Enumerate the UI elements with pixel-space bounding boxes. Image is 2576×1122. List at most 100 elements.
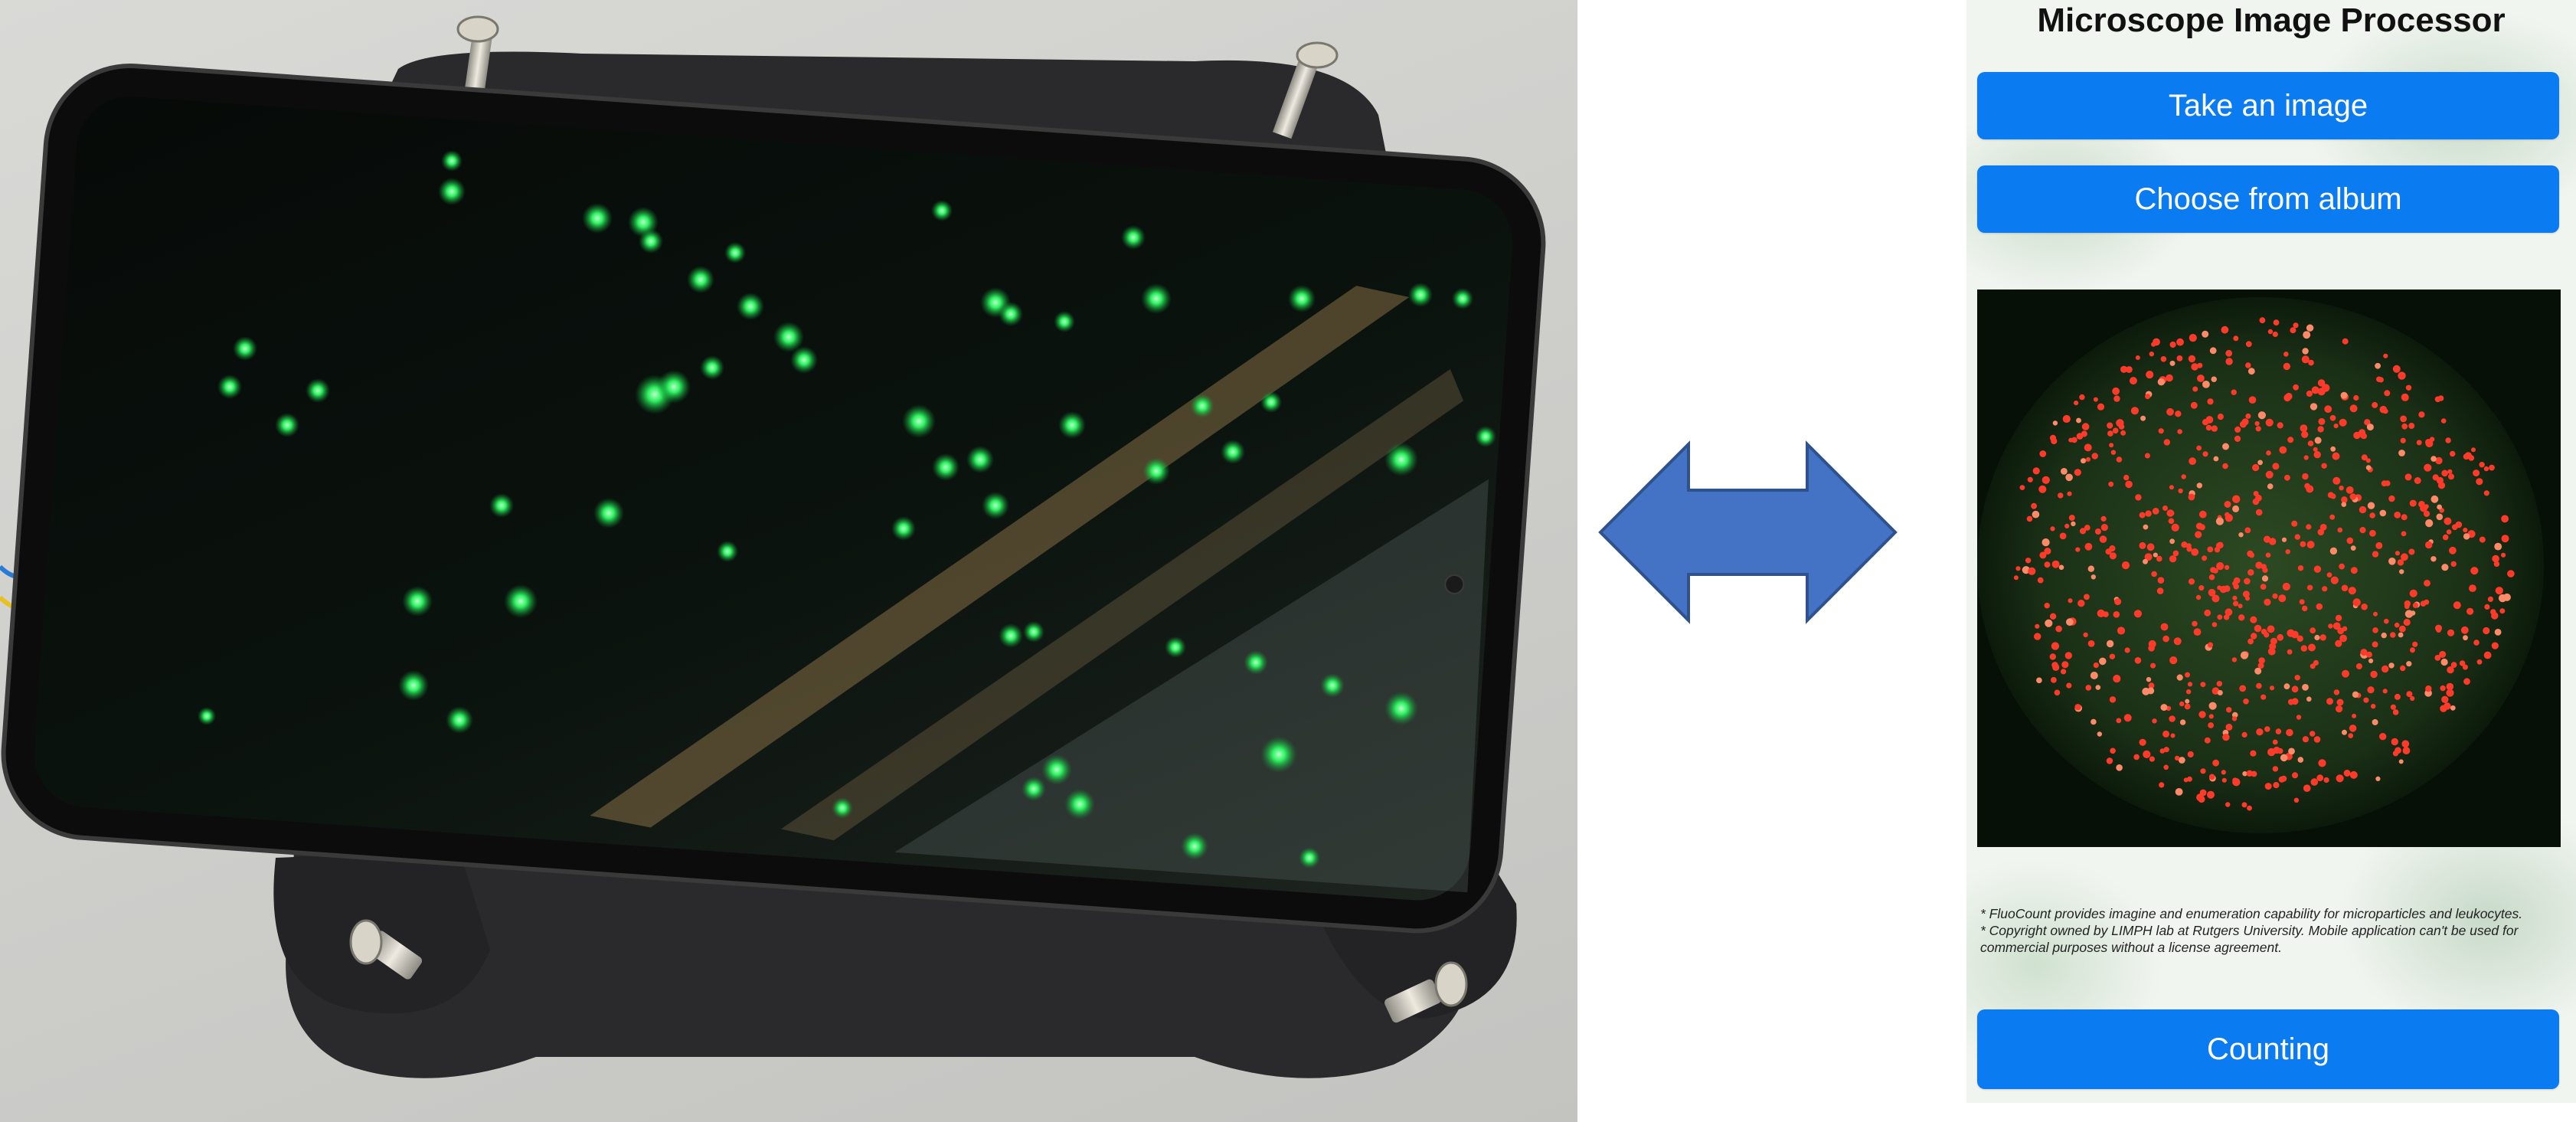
counting-button[interactable]: Counting: [1977, 1009, 2559, 1089]
cell-marker: [2401, 531, 2407, 537]
cell-marker: [2291, 698, 2299, 705]
cell-marker: [2335, 614, 2342, 622]
cell-marker: [2204, 609, 2212, 617]
cell-marker: [2079, 394, 2085, 401]
cell-marker: [2065, 473, 2073, 482]
cell-marker: [2326, 698, 2333, 705]
cell-marker: [2100, 515, 2107, 522]
device-photo: [0, 0, 1577, 1122]
cell-marker: [2169, 555, 2177, 563]
cell-marker: [2109, 545, 2116, 552]
cell-marker: [2460, 626, 2469, 634]
cell-marker: [2049, 653, 2056, 660]
take-image-button[interactable]: Take an image: [1977, 72, 2559, 139]
cell-marker: [2425, 685, 2432, 692]
cell-marker: [2291, 685, 2299, 693]
cell-marker: [2252, 463, 2260, 472]
cell-marker: [2284, 474, 2290, 481]
cell-marker: [2079, 528, 2087, 535]
cell-marker: [2470, 567, 2479, 575]
cell-marker: [2066, 682, 2072, 689]
cell-marker: [2151, 571, 2157, 577]
cell-marker: [2254, 667, 2262, 675]
cell-marker: [2025, 558, 2032, 564]
cell-marker: [2247, 805, 2252, 811]
cell-marker: [2476, 659, 2483, 665]
cell-marker: [2248, 396, 2257, 404]
cell-marker: [2287, 437, 2294, 443]
cell-marker: [2211, 425, 2218, 432]
cell-marker: [2398, 759, 2404, 764]
cell-marker: [2245, 413, 2251, 419]
cell-marker: [2361, 604, 2368, 610]
cell-marker: [2463, 635, 2468, 641]
cell-marker: [2447, 469, 2453, 474]
cell-marker: [2134, 657, 2142, 664]
cell-marker: [2299, 599, 2305, 605]
cell-marker: [2238, 614, 2245, 621]
cell-marker: [2329, 514, 2336, 520]
cell-marker: [2188, 355, 2196, 363]
cell-marker: [2149, 756, 2155, 762]
cell-marker: [2264, 726, 2270, 732]
cell-marker: [2205, 424, 2212, 431]
cell-marker: [2076, 417, 2081, 424]
cell-marker: [2265, 470, 2274, 479]
cell-marker: [2285, 392, 2293, 401]
cell-marker: [2054, 689, 2061, 696]
cell-marker: [2367, 686, 2375, 694]
cell-marker: [2106, 640, 2114, 648]
cell-marker: [2055, 625, 2062, 633]
cell-marker: [2313, 447, 2318, 452]
cell-marker: [2174, 755, 2180, 761]
app-screen: Microscope Image Processor Take an image…: [1966, 0, 2576, 1103]
cell-marker: [2479, 536, 2486, 543]
cell-marker: [2346, 537, 2354, 545]
cell-marker: [2264, 598, 2271, 606]
cell-marker: [2313, 736, 2321, 743]
cell-marker: [2208, 714, 2214, 719]
cell-marker: [2110, 450, 2117, 455]
cell-marker: [2246, 770, 2253, 777]
cell-marker: [2450, 662, 2457, 668]
cell-marker: [2459, 660, 2466, 666]
cell-marker: [2091, 453, 2098, 460]
cell-marker: [2376, 376, 2382, 382]
cell-marker: [2093, 397, 2098, 402]
cell-marker: [2372, 641, 2378, 648]
cell-marker: [2353, 431, 2361, 440]
choose-from-album-button[interactable]: Choose from album: [1977, 165, 2559, 233]
cell-marker: [2303, 455, 2309, 460]
cell-marker: [2051, 642, 2060, 650]
cell-marker: [2318, 759, 2326, 767]
cell-marker: [2166, 374, 2173, 382]
cell-marker: [2261, 575, 2269, 582]
cell-marker: [2264, 632, 2270, 638]
cell-marker: [2302, 684, 2309, 691]
cell-marker: [2445, 437, 2451, 443]
cell-marker: [2483, 626, 2490, 635]
cell-marker: [2013, 575, 2019, 581]
cell-marker: [2197, 375, 2205, 382]
cell-marker: [2360, 432, 2367, 439]
cell-marker: [2031, 502, 2037, 509]
cell-marker: [2225, 608, 2233, 617]
cell-marker: [2306, 584, 2313, 590]
cell-marker: [2404, 604, 2410, 610]
cell-marker: [2074, 704, 2081, 711]
cell-marker: [2156, 555, 2162, 562]
cell-marker: [2339, 418, 2347, 427]
cell-marker: [2425, 541, 2433, 549]
cell-marker: [2300, 424, 2308, 432]
cell-marker: [2301, 355, 2310, 364]
cell-marker: [2191, 363, 2198, 371]
cell-marker: [2383, 353, 2388, 358]
cell-marker: [2400, 437, 2406, 443]
cell-marker: [2403, 618, 2411, 626]
cell-marker: [2202, 330, 2209, 338]
cell-marker: [2188, 493, 2195, 501]
cell-marker: [2255, 509, 2263, 516]
cell-marker: [2086, 456, 2091, 462]
cell-marker: [2163, 439, 2170, 446]
cell-marker: [2319, 524, 2327, 531]
